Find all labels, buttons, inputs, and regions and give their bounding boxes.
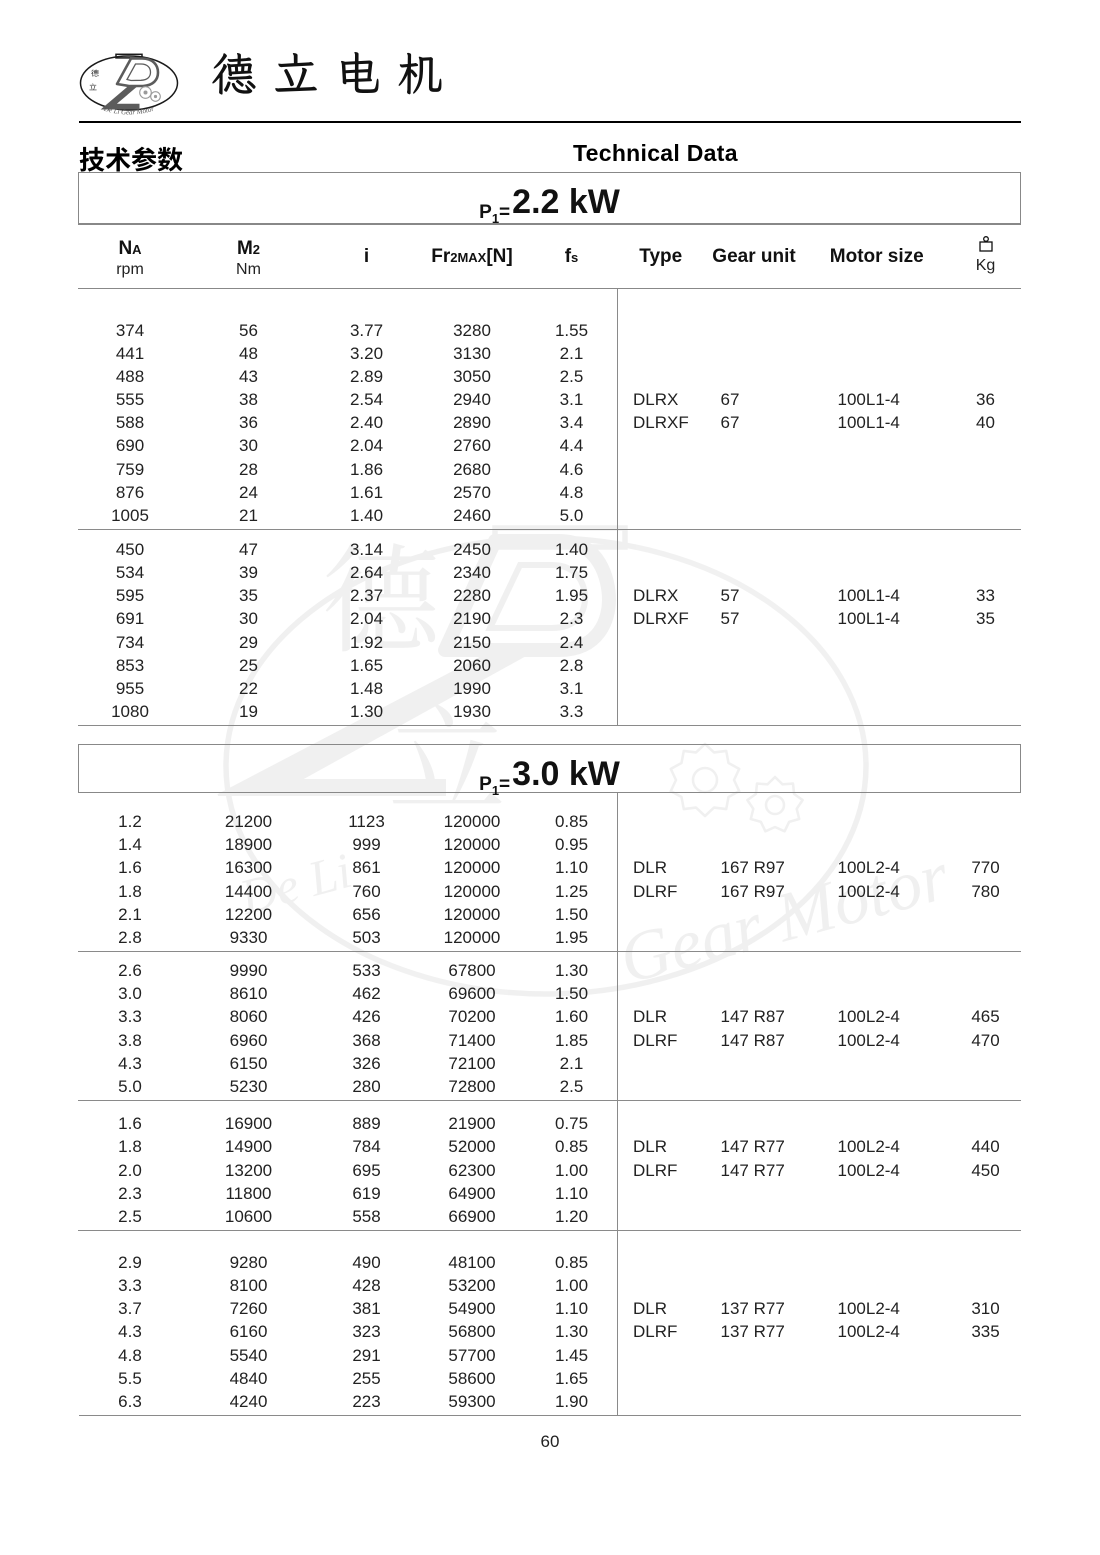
svg-text:立: 立 xyxy=(89,82,97,93)
svg-text:德: 德 xyxy=(91,68,99,79)
